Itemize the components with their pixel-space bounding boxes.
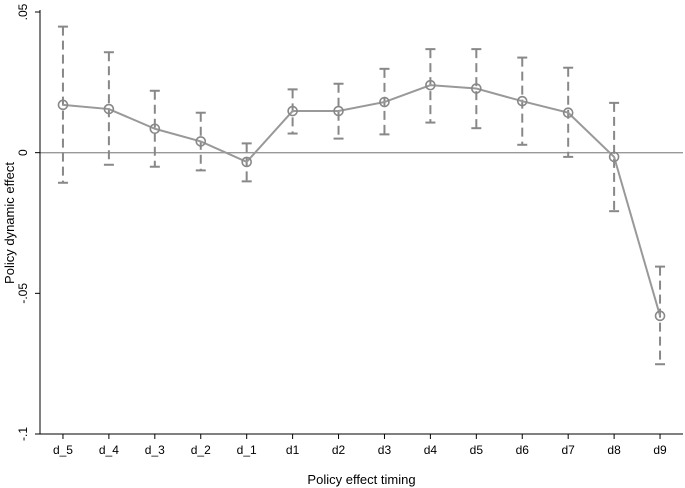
data-point bbox=[425, 79, 436, 91]
x-tick-label: d2 bbox=[332, 443, 346, 457]
y-tick-label: 0 bbox=[16, 149, 30, 156]
data-point bbox=[103, 103, 115, 115]
x-tick-label: d1 bbox=[286, 443, 300, 457]
data-point bbox=[333, 105, 344, 117]
data-point bbox=[654, 310, 666, 322]
data-point-layer bbox=[57, 79, 666, 322]
y-tick-label: .05 bbox=[16, 3, 30, 20]
y-axis-title: Policy dynamic effect bbox=[2, 162, 17, 284]
data-point bbox=[608, 151, 620, 163]
data-point bbox=[471, 83, 482, 94]
x-tick-label: d_4 bbox=[99, 443, 119, 457]
data-point bbox=[195, 136, 207, 147]
data-point bbox=[516, 95, 528, 107]
y-tick-label: -.1 bbox=[16, 427, 30, 441]
x-tick-label: d9 bbox=[653, 443, 667, 457]
data-point bbox=[149, 123, 161, 135]
data-point bbox=[379, 96, 390, 108]
x-tick-label: d_1 bbox=[237, 443, 257, 457]
x-tick-label: d7 bbox=[561, 443, 575, 457]
data-point bbox=[57, 99, 69, 111]
confidence-interval-layer bbox=[57, 25, 666, 366]
x-tick-label: d8 bbox=[607, 443, 621, 457]
x-tick-label: d6 bbox=[516, 443, 530, 457]
data-point bbox=[562, 107, 574, 119]
series-line bbox=[62, 84, 661, 317]
series-line-layer bbox=[62, 84, 661, 317]
x-tick-label: d_3 bbox=[145, 443, 165, 457]
y-tick-label: -.05 bbox=[16, 283, 30, 304]
x-tick-label: d4 bbox=[424, 443, 438, 457]
data-point bbox=[287, 105, 298, 117]
axes-layer: -.1 -.05 0 .05 d_5 d_4 d_3 d_2 d_1 d1 d2 d3 d4 d5 d6 d7… bbox=[16, 3, 683, 457]
data-point bbox=[241, 156, 252, 168]
x-tick-label: d_5 bbox=[53, 443, 73, 457]
x-tick-label: d_2 bbox=[191, 443, 211, 457]
x-axis-title: Policy effect timing bbox=[307, 472, 415, 487]
x-tick-label: d5 bbox=[470, 443, 484, 457]
x-tick-label: d3 bbox=[378, 443, 392, 457]
